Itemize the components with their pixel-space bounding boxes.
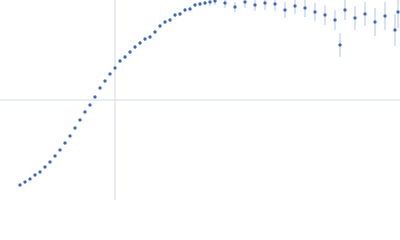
data-point (158, 24, 162, 28)
data-point (188, 7, 192, 11)
data-point (113, 66, 117, 70)
data-point (343, 8, 347, 12)
data-point (73, 126, 77, 130)
data-point (273, 2, 277, 6)
data-point (213, 0, 217, 3)
data-point (333, 18, 337, 22)
data-point (148, 35, 152, 39)
data-point (123, 55, 127, 59)
data-point (103, 79, 107, 83)
data-point (193, 3, 197, 7)
data-point (178, 12, 182, 16)
data-point (303, 6, 307, 10)
data-point (293, 4, 297, 8)
data-point (383, 14, 387, 18)
data-point (28, 177, 32, 181)
data-point (48, 160, 52, 164)
data-point (338, 43, 342, 47)
data-point (198, 2, 202, 6)
plot-area (0, 0, 400, 200)
data-point (243, 0, 247, 4)
data-point (38, 170, 42, 174)
data-point (83, 110, 87, 114)
data-point (168, 18, 172, 22)
data-point (143, 37, 147, 41)
data-point (93, 95, 97, 99)
data-point (393, 28, 397, 32)
data-point (313, 10, 317, 14)
data-point (263, 1, 267, 5)
data-point (78, 118, 82, 122)
data-point (63, 141, 67, 145)
data-point (223, 1, 227, 5)
data-point (58, 148, 62, 152)
data-point (323, 13, 327, 17)
data-point (396, 10, 400, 14)
data-point (128, 50, 132, 54)
data-point (153, 30, 157, 34)
data-point (43, 165, 47, 169)
data-point (18, 183, 22, 187)
data-point (253, 3, 257, 7)
data-point (138, 41, 142, 45)
data-point (208, 0, 212, 4)
data-point (283, 8, 287, 12)
data-point (118, 59, 122, 63)
data-point (233, 5, 237, 9)
data-point (68, 134, 72, 138)
data-point (23, 180, 27, 184)
data-point (33, 173, 37, 177)
data-point (173, 13, 177, 17)
data-point (373, 20, 377, 24)
data-point (133, 45, 137, 49)
data-point (183, 8, 187, 12)
data-point (53, 154, 57, 158)
data-point (108, 72, 112, 76)
data-point (163, 20, 167, 24)
data-point (88, 103, 92, 107)
data-point (203, 1, 207, 5)
data-point (353, 16, 357, 20)
data-point (363, 12, 367, 16)
data-point (98, 86, 102, 90)
chart (0, 0, 400, 200)
